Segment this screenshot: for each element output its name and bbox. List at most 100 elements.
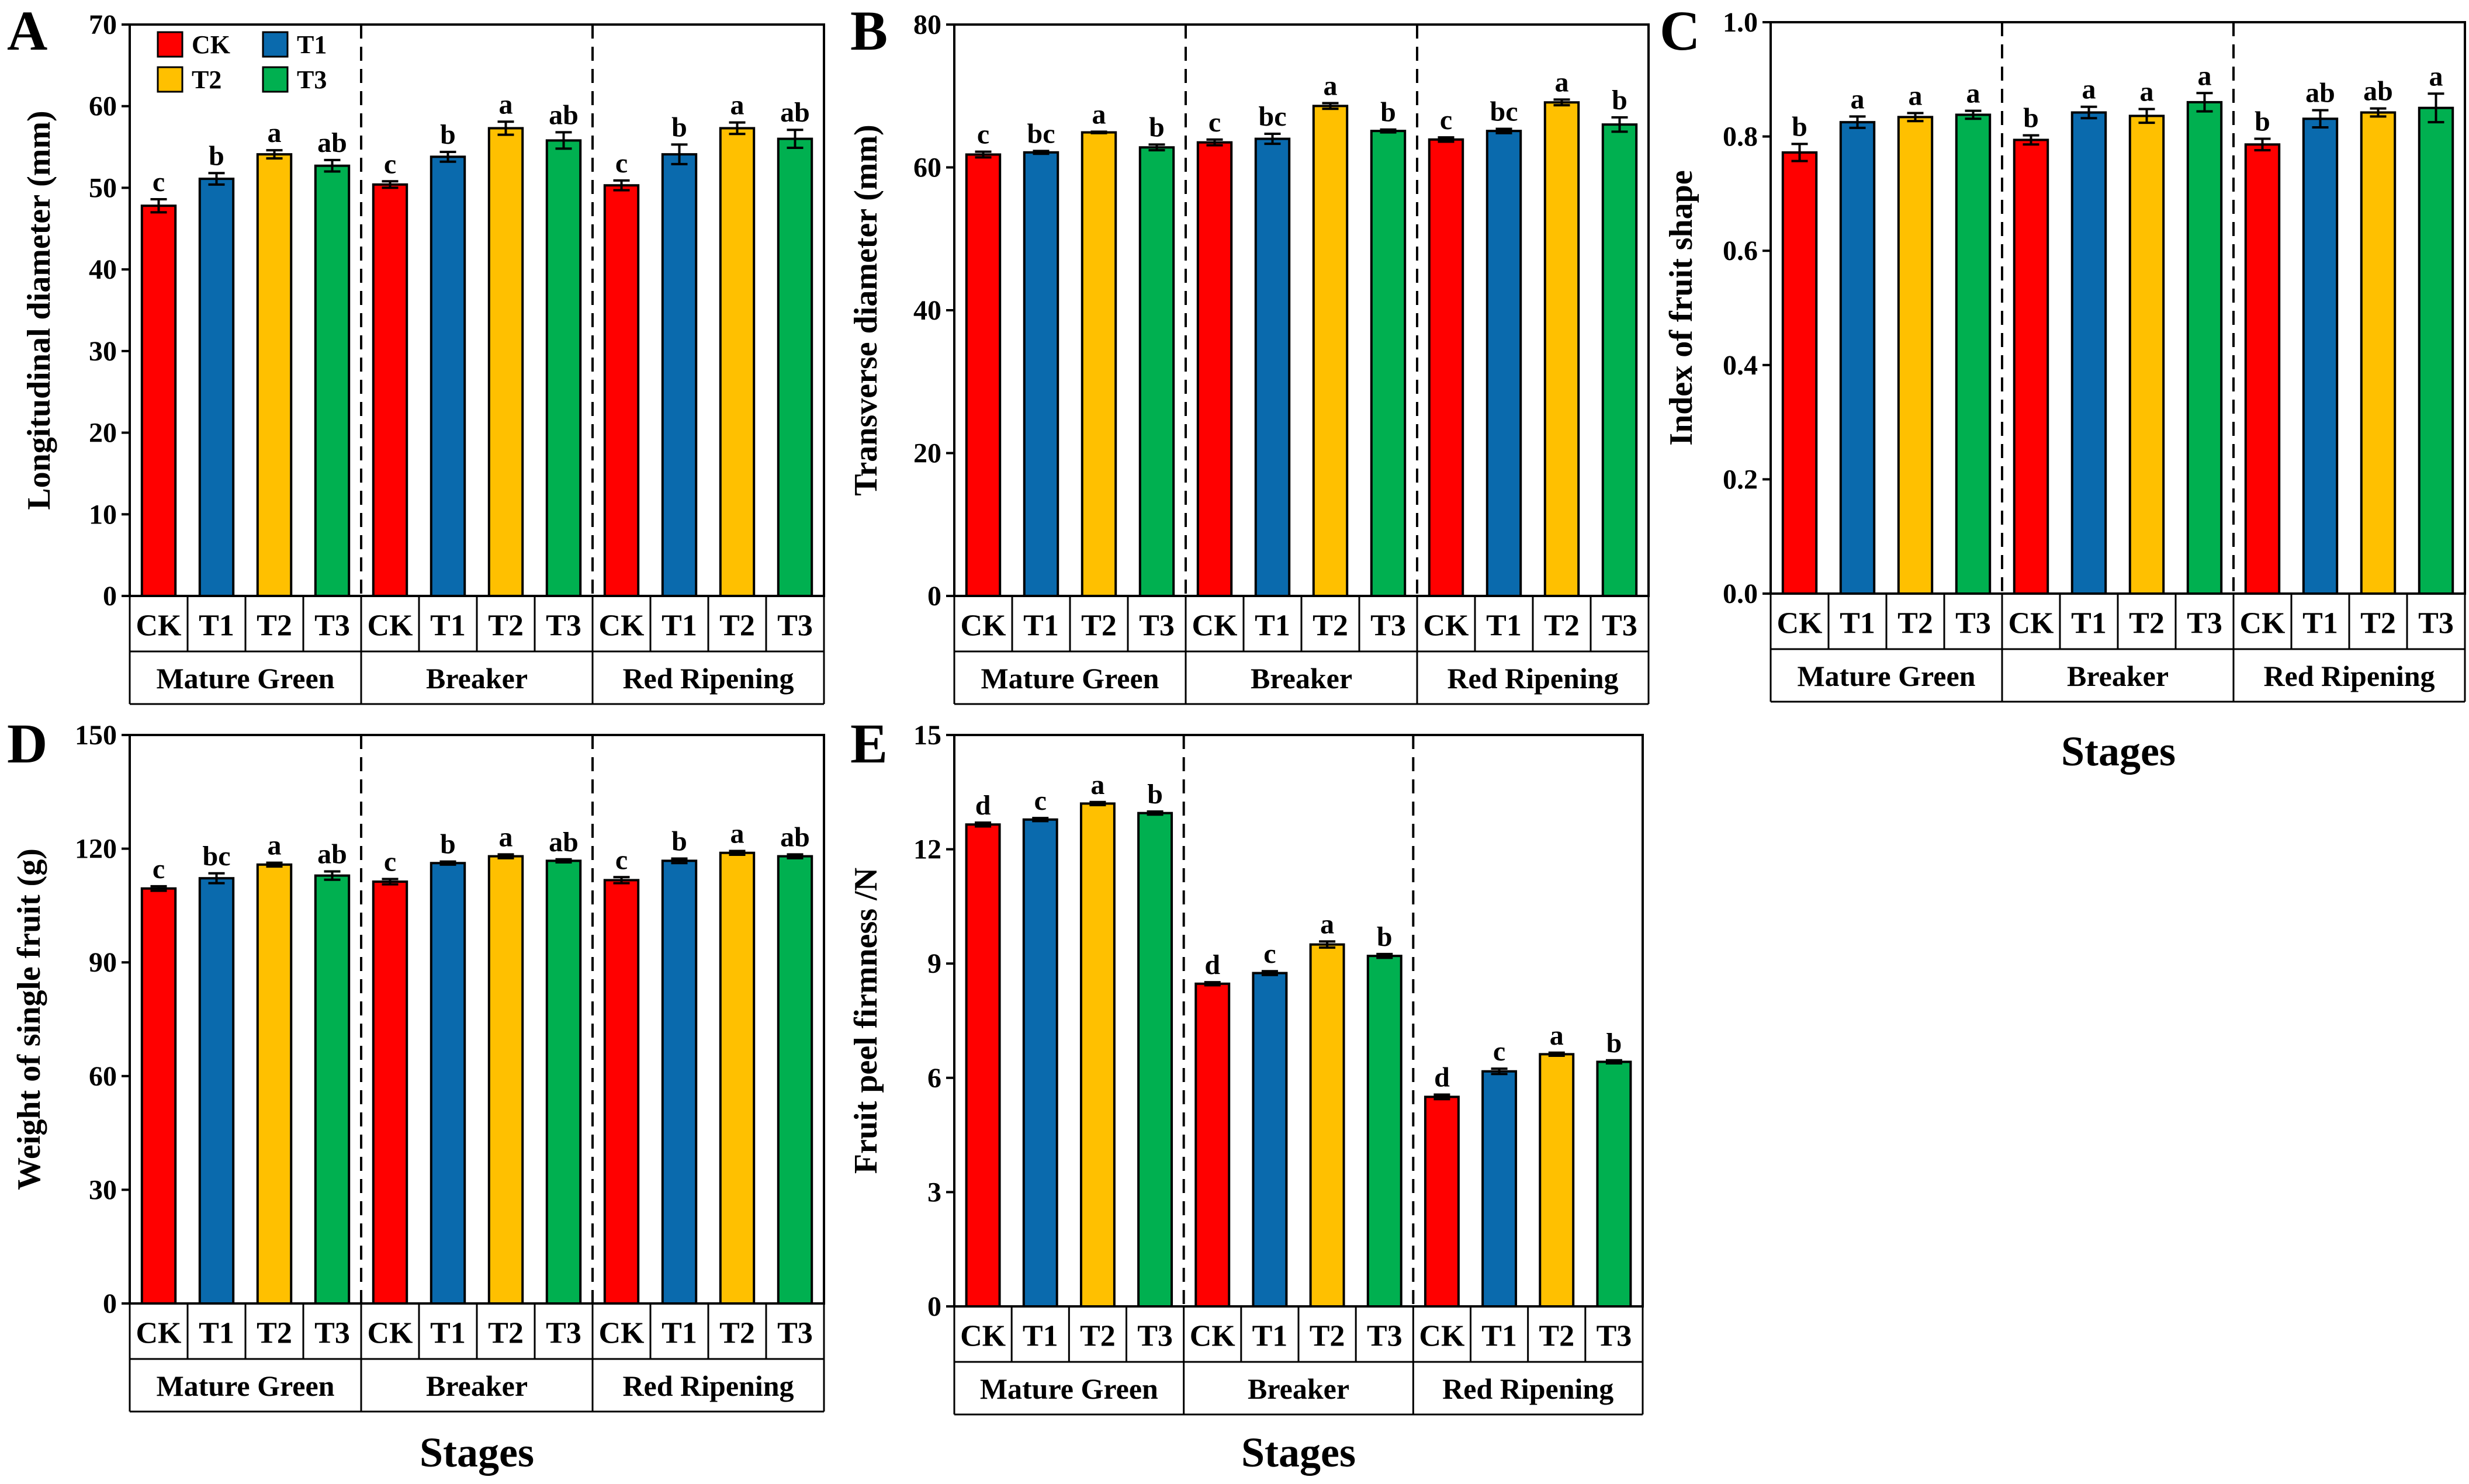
x-tick-label: T2 — [1897, 607, 1933, 640]
significance-letter: bc — [1490, 96, 1518, 127]
bar-CK — [1424, 1095, 1460, 1308]
bar-CK — [372, 183, 408, 597]
significance-letter: d — [1434, 1062, 1450, 1093]
y-axis-label: Fruit peel firmness /N — [848, 868, 884, 1174]
significance-letter: c — [977, 119, 989, 150]
significance-letter: b — [1606, 1028, 1622, 1059]
x-tick-label: T1 — [1840, 607, 1875, 640]
stage-label: Red Ripening — [2263, 660, 2435, 692]
significance-letter: a — [268, 830, 282, 861]
y-tick-label: 10 — [89, 499, 117, 530]
x-tick-label: CK — [960, 1320, 1006, 1353]
stage-label: Red Ripening — [622, 662, 794, 695]
significance-letter: c — [1493, 1036, 1505, 1067]
significance-letter: a — [1320, 909, 1334, 939]
significance-letter: b — [2255, 106, 2270, 137]
legend: CK T1 T2 T3 — [157, 30, 327, 94]
x-tick-label: T3 — [546, 1317, 581, 1350]
x-tick-label: T1 — [662, 1317, 697, 1350]
x-tick-label: T1 — [430, 609, 466, 643]
bar-T1 — [1252, 972, 1288, 1308]
x-axis-label: Stages — [420, 1429, 534, 1476]
panel-A: 0 10 20 30 40 50 60 70 Longitudinal diameter (mm… — [7, 0, 825, 705]
stage-label: Breaker — [1248, 1372, 1349, 1405]
significance-letter: b — [1792, 111, 1807, 142]
significance-letter: a — [499, 89, 513, 120]
significance-letter: b — [440, 829, 456, 860]
y-tick-label: 20 — [89, 418, 117, 449]
x-tick-label: CK — [1777, 607, 1823, 640]
bar-CK — [140, 887, 177, 1305]
significance-letter: ab — [2305, 78, 2335, 109]
bar-T1 — [2302, 117, 2339, 595]
legend-swatch-T1 — [262, 31, 289, 58]
bar-T1 — [1485, 130, 1522, 597]
significance-letter: c — [1263, 938, 1276, 969]
y-tick-label: 6 — [927, 1063, 941, 1094]
bar-T1 — [1481, 1070, 1518, 1308]
bar-T2 — [1539, 1053, 1575, 1308]
bar-T1 — [1023, 151, 1059, 597]
x-tick-label: T1 — [1252, 1320, 1288, 1353]
x-tick-label: T1 — [430, 1317, 466, 1350]
bar-T2 — [2360, 111, 2397, 595]
x-tick-label: CK — [1424, 609, 1470, 643]
x-tick-label: T1 — [1486, 609, 1522, 643]
y-tick-label: 150 — [75, 720, 117, 751]
stage-label: Red Ripening — [1442, 1372, 1613, 1405]
bar-CK — [1428, 138, 1464, 597]
x-tick-label: CK — [2009, 607, 2055, 640]
bar-T3 — [1138, 146, 1175, 597]
x-tick-label: T2 — [488, 609, 524, 643]
significance-letter: ab — [780, 821, 810, 852]
x-tick-label: T1 — [1023, 609, 1059, 643]
x-tick-label: T3 — [546, 609, 581, 643]
y-axis-label: Longitudinal diameter (mm) — [21, 110, 57, 509]
significance-letter: a — [730, 818, 744, 849]
bar-T1 — [198, 178, 235, 597]
significance-letter: b — [1612, 85, 1627, 116]
bar-T1 — [198, 877, 235, 1305]
significance-letter: b — [440, 119, 456, 150]
significance-letter: ab — [317, 127, 347, 158]
y-tick-label: 0.0 — [1723, 578, 1758, 609]
y-tick-label: 40 — [89, 254, 117, 285]
significance-letter: d — [975, 790, 991, 821]
x-tick-label: T3 — [314, 609, 350, 643]
legend-swatch-T3 — [262, 66, 289, 93]
x-tick-label: T3 — [2187, 607, 2222, 640]
x-tick-label: T1 — [1481, 1320, 1517, 1353]
bar-T2 — [1897, 116, 1934, 595]
y-tick-label: 90 — [89, 947, 117, 978]
significance-letter: a — [2140, 77, 2154, 108]
bar-T2 — [2128, 115, 2165, 595]
y-tick-label: 30 — [89, 336, 117, 367]
x-tick-label: T2 — [2129, 607, 2165, 640]
stage-label: Breaker — [1251, 662, 1352, 695]
bar-T3 — [1955, 113, 1992, 595]
bar-T2 — [256, 153, 293, 598]
stage-label: Mature Green — [1797, 660, 1975, 692]
significance-letter: b — [1147, 779, 1163, 810]
y-tick-label: 60 — [913, 152, 941, 183]
x-tick-label: T1 — [199, 1317, 234, 1350]
significance-letter: a — [2198, 60, 2212, 91]
y-tick-label: 0.2 — [1723, 464, 1758, 495]
y-tick-label: 0.8 — [1723, 122, 1758, 152]
y-axis-label: Index of fruit shape — [1663, 170, 1699, 445]
x-tick-label: T1 — [2071, 607, 2107, 640]
bar-T1 — [430, 862, 466, 1305]
bar-T3 — [314, 164, 351, 598]
significance-letter: a — [2082, 74, 2096, 105]
bar-T3 — [2186, 100, 2223, 595]
significance-letter: b — [671, 826, 687, 857]
stage-label: Mature Green — [156, 1369, 334, 1402]
significance-letter: a — [730, 90, 744, 121]
significance-letter: a — [1550, 1020, 1564, 1051]
bar-T2 — [719, 127, 756, 598]
significance-letter: b — [209, 140, 224, 171]
x-tick-label: T3 — [1955, 607, 1991, 640]
y-tick-label: 1.0 — [1723, 7, 1758, 38]
y-tick-label: 0 — [103, 581, 117, 612]
